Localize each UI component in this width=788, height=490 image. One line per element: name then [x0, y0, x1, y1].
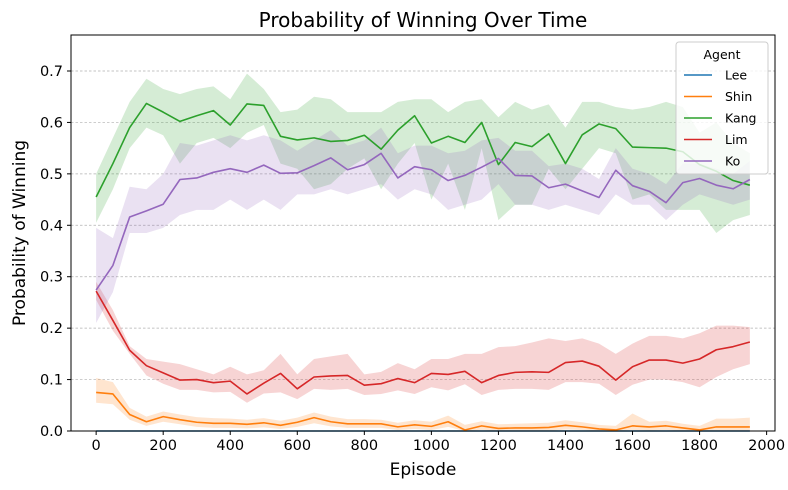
- y-axis-label: Probability of Winning: [10, 140, 30, 326]
- x-tick-label-1800: 1800: [681, 438, 718, 454]
- legend-label-lim: Lim: [725, 132, 748, 147]
- y-tick-label-0-5: 0.5: [40, 167, 63, 183]
- legend-label-ko: Ko: [725, 154, 740, 169]
- x-tick-label-2000: 2000: [748, 438, 785, 454]
- x-tick-label-1600: 1600: [614, 438, 651, 454]
- legend-title: Agent: [704, 47, 741, 62]
- y-tick-label-0-3: 0.3: [40, 270, 63, 286]
- band-lim: [96, 281, 750, 403]
- y-tick-label-0-4: 0.4: [40, 218, 63, 234]
- x-tick-label-200: 200: [149, 438, 177, 454]
- legend-label-shin: Shin: [725, 89, 752, 104]
- y-tick-label-0: 0.0: [40, 424, 63, 440]
- y-tick-label-0-2: 0.2: [40, 321, 63, 337]
- y-axis-ticks: 0.0 0.1 0.2 0.3 0.4 0.5 0.6 0.7: [40, 64, 71, 440]
- line-kang: [95, 102, 751, 198]
- x-axis-ticks: 0 200 400 600 800 1000 1200 1400 1600 1800 2000: [92, 431, 785, 454]
- x-axis-label: Episode: [390, 460, 457, 480]
- x-tick-label-800: 800: [350, 438, 378, 454]
- legend-label-lee: Lee: [725, 68, 747, 83]
- x-tick-label-400: 400: [216, 438, 244, 454]
- plot-frame: [70, 34, 776, 432]
- y-tick-label-0-7: 0.7: [40, 64, 63, 80]
- band-ko: [96, 127, 750, 323]
- legend: Agent Lee Shin Kang Lim Ko: [675, 41, 769, 175]
- confidence-bands: [96, 73, 750, 431]
- legend-label-kang: Kang: [725, 111, 757, 126]
- x-tick-label-1200: 1200: [480, 438, 517, 454]
- line-shin: [96, 391, 750, 431]
- chart-title: Probability of Winning Over Time: [259, 8, 588, 32]
- legend-items: Lee Shin Kang Lim Ko: [684, 68, 757, 169]
- line-ko: [95, 152, 751, 291]
- band-shin: [96, 378, 750, 431]
- x-tick-label-0: 0: [92, 438, 101, 454]
- y-tick-label-0-1: 0.1: [40, 373, 63, 389]
- x-tick-label-1000: 1000: [413, 438, 450, 454]
- x-tick-label-1400: 1400: [547, 438, 584, 454]
- y-tick-label-0-6: 0.6: [40, 115, 63, 131]
- band-kang: [96, 73, 750, 233]
- x-tick-label-600: 600: [283, 438, 311, 454]
- line-lim: [95, 290, 751, 395]
